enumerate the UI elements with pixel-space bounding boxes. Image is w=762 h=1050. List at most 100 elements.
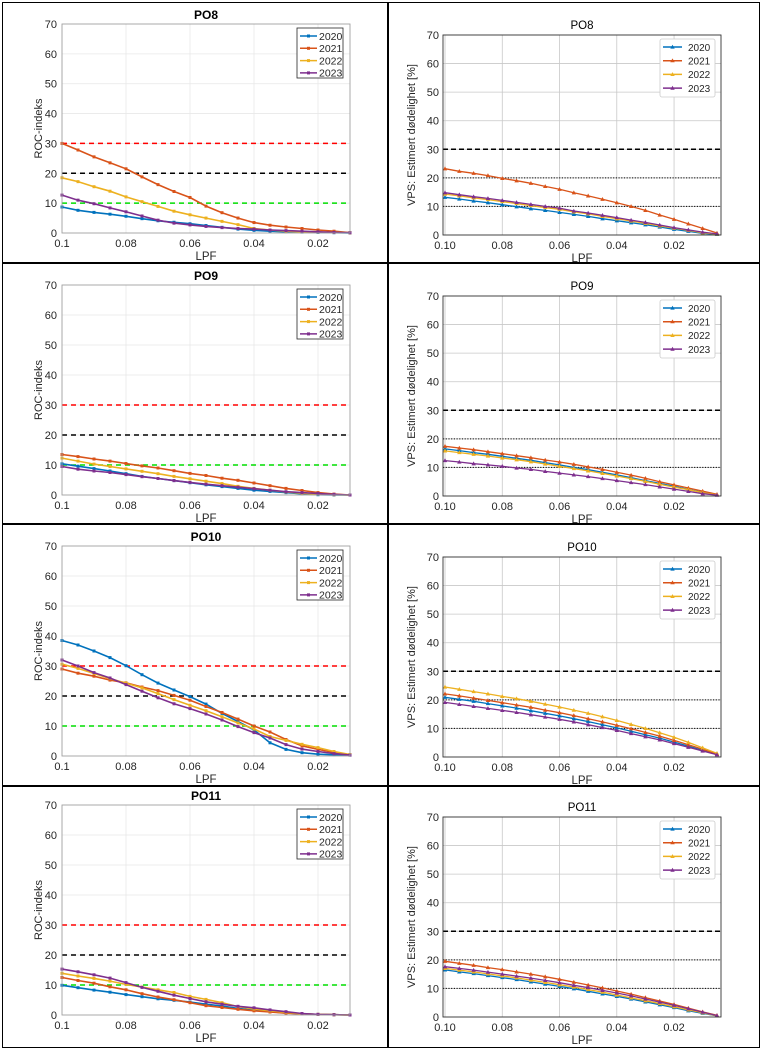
data-point-2020 <box>76 986 80 990</box>
data-point-2023 <box>124 683 128 687</box>
cell-po9-vps <box>387 262 760 525</box>
legend-label-2022: 2022 <box>688 70 711 81</box>
x-tick-label: 0.1 <box>54 238 69 250</box>
data-point-2023 <box>124 981 128 985</box>
data-point-2020 <box>600 722 605 727</box>
chart-title: PO9 <box>570 281 593 293</box>
data-point-2022 <box>528 459 534 464</box>
data-point-2023 <box>700 748 705 753</box>
chart-po10-roc: 0 10 20 30 40 50 60 70 0.1 0.08 0.06 0.04 0.02 PO10 LP… <box>33 530 352 786</box>
data-point-2021 <box>252 724 256 728</box>
x-tick-label: 0.06 <box>179 500 200 512</box>
data-point-2021 <box>671 482 677 487</box>
x-tick-label: 0.06 <box>549 240 570 252</box>
data-point-2022 <box>471 689 476 694</box>
data-point-2020 <box>543 208 548 213</box>
data-point-2023 <box>714 752 720 757</box>
data-point-2022 <box>220 219 224 223</box>
data-point-2021 <box>252 481 256 485</box>
legend-label-2023: 2023 <box>688 866 711 877</box>
data-point-2021 <box>585 716 591 721</box>
data-point-2021 <box>92 457 96 461</box>
data-point-2023 <box>284 229 288 233</box>
data-point-2023 <box>557 470 562 475</box>
data-point-2023 <box>140 689 144 693</box>
data-point-2021 <box>528 704 534 709</box>
data-point-2021 <box>108 985 112 989</box>
y-tick-label: 30 <box>45 661 57 673</box>
x-tick-label: 0.02 <box>307 238 328 250</box>
data-point-2021 <box>76 148 80 152</box>
data-point-2023 <box>657 222 662 227</box>
data-point-2020 <box>76 643 80 647</box>
data-point-2020 <box>485 701 491 706</box>
data-point-2023 <box>76 664 80 668</box>
data-point-2023 <box>514 465 519 470</box>
data-point-2020 <box>124 664 128 668</box>
legend-marker-icon <box>307 71 310 75</box>
data-point-2020 <box>585 719 591 724</box>
data-point-2022 <box>220 715 224 719</box>
y-tick-label: 40 <box>45 631 57 643</box>
data-point-2022 <box>657 730 662 735</box>
x-tick-label: 0.10 <box>434 501 455 513</box>
legend-label-2023: 2023 <box>688 345 711 356</box>
x-tick-label: 0.02 <box>307 1020 328 1032</box>
data-point-2020 <box>543 710 548 715</box>
data-point-2023 <box>76 467 80 471</box>
plot-frame <box>442 556 722 758</box>
data-point-2022 <box>571 466 577 471</box>
legend-marker-icon <box>307 34 310 38</box>
data-point-2023 <box>284 743 288 747</box>
data-point-2023 <box>700 1009 705 1014</box>
chart-po9-vps: 0 10 20 30 40 50 60 70 0.10 0.08 0.06 0.04 0.02 PO9 LP… <box>406 281 722 526</box>
data-point-2023 <box>714 1013 720 1018</box>
data-point-2021 <box>457 168 462 173</box>
data-point-2021 <box>284 486 288 490</box>
x-axis-label: LPF <box>571 1035 592 1047</box>
legend-marker-icon <box>307 307 310 311</box>
data-point-2023 <box>585 722 591 727</box>
y-tick-label: 10 <box>45 721 57 733</box>
data-point-2023 <box>700 229 705 234</box>
y-tick-label: 40 <box>45 109 57 121</box>
chart-title: PO11 <box>568 802 597 814</box>
data-point-2021 <box>457 693 462 698</box>
data-point-2022 <box>500 694 505 699</box>
legend-marker-icon <box>670 58 675 63</box>
data-point-2022 <box>543 701 548 706</box>
series-line-2023 <box>444 701 718 756</box>
data-point-2020 <box>442 694 448 699</box>
y-tick-label: 50 <box>45 340 57 352</box>
data-point-2023 <box>614 215 619 220</box>
data-point-2020 <box>514 204 519 209</box>
data-point-2023 <box>514 200 519 205</box>
x-axis-label: LPF <box>571 775 592 787</box>
data-point-2021 <box>657 212 662 217</box>
y-tick-label: 30 <box>45 920 57 932</box>
data-point-2023 <box>204 482 208 486</box>
data-point-2023 <box>156 696 160 700</box>
legend-label-2023: 2023 <box>319 590 343 602</box>
data-point-2021 <box>124 462 128 465</box>
data-point-2023 <box>643 734 648 739</box>
data-point-2022 <box>236 721 240 725</box>
data-point-2023 <box>300 1012 304 1015</box>
y-tick-label: 0 <box>433 752 439 764</box>
data-point-2023 <box>156 477 160 480</box>
y-tick-label: 10 <box>427 201 439 213</box>
data-point-2022 <box>485 691 491 696</box>
y-tick-label: 50 <box>427 869 439 881</box>
x-tick-label: 0.02 <box>663 240 684 252</box>
data-point-2021 <box>457 960 462 965</box>
legend-marker-icon <box>307 320 310 324</box>
data-point-2023 <box>485 462 491 467</box>
data-point-2023 <box>300 229 304 233</box>
data-point-2023 <box>268 1008 272 1012</box>
data-point-2023 <box>585 985 591 990</box>
legend-marker-icon <box>670 346 675 351</box>
